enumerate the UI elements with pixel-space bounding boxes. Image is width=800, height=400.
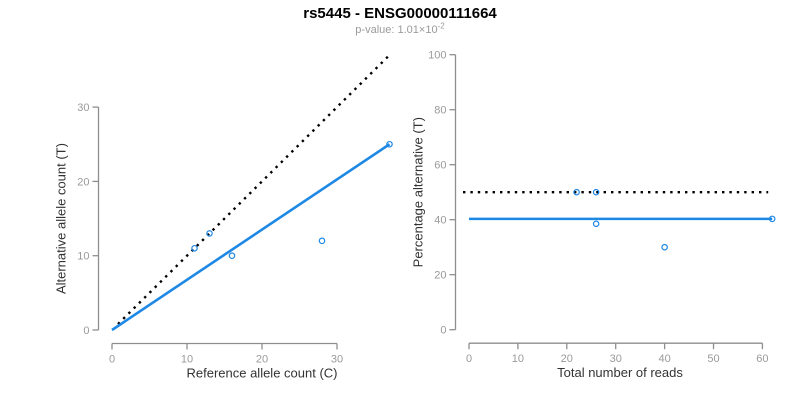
x-tick-label: 0 [466, 353, 472, 365]
pvalue-subtitle: p-value: 1.01×10-2 [0, 21, 800, 36]
y-tick-label: 100 [428, 50, 446, 62]
y-tick-label: 0 [83, 325, 89, 337]
x-axis-title: Reference allele count (C) [186, 366, 337, 381]
x-tick-label: 0 [109, 354, 115, 366]
data-point [768, 215, 776, 223]
x-tick-label: 30 [610, 353, 622, 365]
x-tick-label: 60 [756, 353, 768, 365]
x-tick-label: 10 [512, 353, 524, 365]
y-tick-label: 40 [434, 215, 446, 227]
y-axis-title: Percentage alternative (T) [411, 117, 426, 267]
y-tick-label: 20 [434, 270, 446, 282]
identity-line [117, 55, 389, 325]
fit-line [111, 143, 391, 332]
x-tick-label: 50 [707, 353, 719, 365]
data-point [318, 237, 326, 245]
data-point [661, 243, 668, 251]
pvalue-exponent: -2 [437, 21, 445, 31]
x-tick-label: 20 [256, 354, 268, 366]
right-plot: 0 20 40 60 80 100 0 10 20 30 40 50 60 Total number of… [411, 50, 776, 380]
y-tick-label: 10 [77, 251, 89, 263]
y-tick-label: 20 [77, 176, 89, 188]
data-point [573, 188, 580, 196]
y-axis-title: Alternative allele count (T) [54, 143, 69, 294]
x-tick-label: 20 [561, 353, 573, 365]
x-axis-title: Total number of reads [557, 365, 683, 380]
x-tick-label: 10 [181, 354, 193, 366]
y-tick-label: 80 [434, 105, 446, 117]
x-tick-label: 30 [331, 354, 343, 366]
y-tick-label: 30 [77, 102, 89, 114]
figure-title: rs5445 - ENSG00000111664 [303, 5, 497, 22]
pvalue-text: p-value: 1.01×10 [355, 24, 438, 36]
data-point [206, 230, 213, 237]
data-point [191, 244, 198, 252]
data-point [592, 220, 600, 228]
data-point [386, 140, 393, 148]
data-point [592, 188, 600, 196]
data-point [228, 252, 236, 260]
x-tick-label: 40 [658, 353, 670, 365]
y-tick-label: 60 [434, 160, 446, 172]
y-tick-label: 0 [440, 325, 446, 337]
